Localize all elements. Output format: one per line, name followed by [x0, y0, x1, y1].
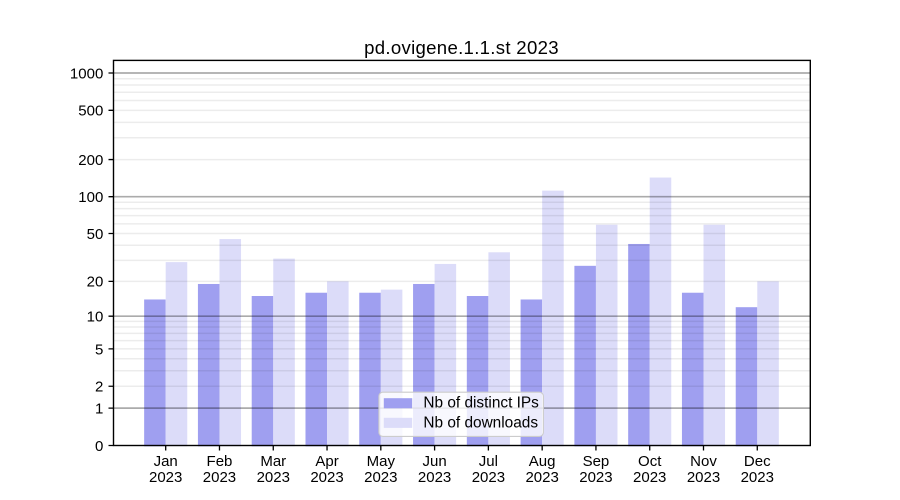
- svg-text:5: 5: [95, 341, 103, 358]
- svg-text:pd.ovigene.1.1.st 2023: pd.ovigene.1.1.st 2023: [364, 37, 559, 58]
- svg-text:Oct: Oct: [638, 453, 662, 470]
- svg-text:2023: 2023: [149, 469, 182, 486]
- svg-text:Jun: Jun: [423, 453, 447, 470]
- svg-text:Nb of distinct IPs: Nb of distinct IPs: [423, 395, 539, 412]
- svg-text:200: 200: [78, 152, 103, 169]
- svg-text:Apr: Apr: [315, 453, 338, 470]
- svg-text:1: 1: [95, 401, 103, 418]
- svg-text:Mar: Mar: [260, 453, 286, 470]
- svg-text:Nb of downloads: Nb of downloads: [423, 414, 538, 431]
- svg-text:2023: 2023: [364, 469, 397, 486]
- svg-text:2023: 2023: [741, 469, 774, 486]
- svg-text:100: 100: [78, 189, 103, 206]
- svg-text:10: 10: [87, 309, 104, 326]
- svg-text:Dec: Dec: [744, 453, 771, 470]
- svg-text:2023: 2023: [203, 469, 236, 486]
- svg-text:500: 500: [78, 103, 103, 120]
- svg-text:Jul: Jul: [479, 453, 498, 470]
- svg-text:50: 50: [87, 226, 104, 243]
- svg-text:2023: 2023: [472, 469, 505, 486]
- svg-text:Aug: Aug: [529, 453, 556, 470]
- svg-text:2023: 2023: [687, 469, 720, 486]
- svg-text:May: May: [367, 453, 396, 470]
- svg-text:2023: 2023: [418, 469, 451, 486]
- svg-text:2023: 2023: [579, 469, 612, 486]
- svg-text:2023: 2023: [310, 469, 343, 486]
- svg-text:Feb: Feb: [207, 453, 233, 470]
- svg-text:2023: 2023: [257, 469, 290, 486]
- svg-text:0: 0: [95, 438, 103, 455]
- svg-text:2023: 2023: [525, 469, 558, 486]
- svg-text:Nov: Nov: [690, 453, 717, 470]
- svg-text:1000: 1000: [70, 65, 103, 82]
- svg-text:2023: 2023: [633, 469, 666, 486]
- svg-text:20: 20: [87, 274, 104, 291]
- svg-text:2: 2: [95, 379, 103, 396]
- svg-text:Jan: Jan: [154, 453, 178, 470]
- svg-text:Sep: Sep: [583, 453, 610, 470]
